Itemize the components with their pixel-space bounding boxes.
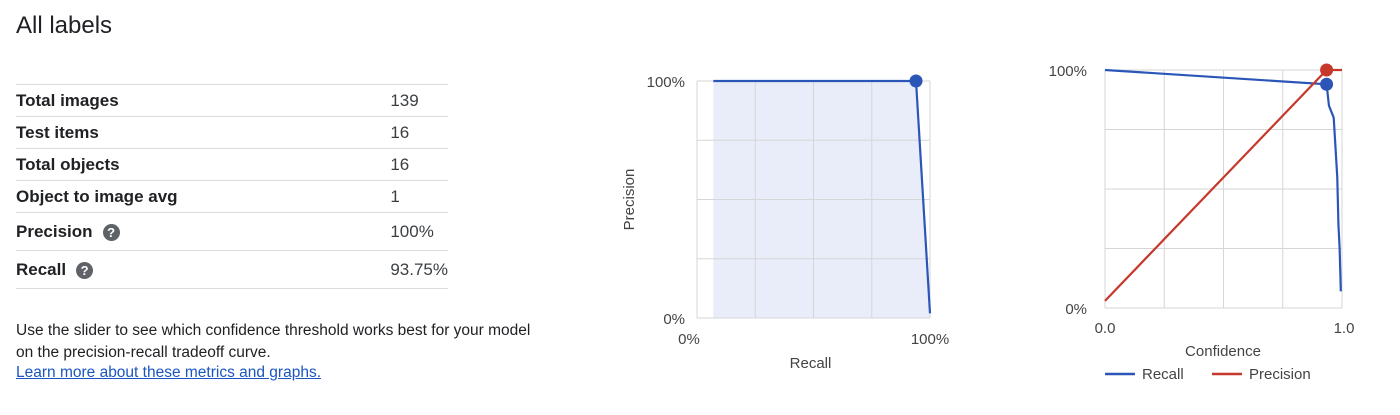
table-row: Test items 16 [16, 116, 448, 149]
table-row: Total images 139 [16, 84, 448, 117]
x-axis-label: Confidence [1185, 343, 1261, 360]
pr-threshold-marker [909, 74, 923, 88]
precision-threshold-marker [1320, 63, 1334, 77]
legend-label-precision: Precision [1249, 366, 1311, 383]
x-tick-label: 1.0 [1334, 320, 1355, 337]
stat-value: 1 [390, 180, 448, 213]
stat-value: 139 [390, 84, 448, 117]
table-row: Object to image avg 1 [16, 180, 448, 213]
stat-label: Test items [16, 116, 391, 149]
stat-value: 93.75% [390, 250, 448, 289]
stat-value: 16 [390, 116, 448, 149]
learn-more-link[interactable]: Learn more about these metrics and graph… [16, 364, 322, 381]
help-icon[interactable]: ? [76, 261, 94, 279]
y-tick-label: 0% [663, 311, 685, 328]
stat-label: Total objects [16, 148, 391, 181]
help-icon[interactable]: ? [102, 223, 120, 241]
table-row: Recall? 93.75% [16, 250, 448, 289]
description-text: Use the slider to see which confidence t… [16, 322, 531, 361]
recall-series-line [1104, 68, 1342, 292]
y-tick-label: 100% [647, 74, 685, 91]
stat-label: Precision? [16, 212, 391, 251]
stat-value: 16 [390, 148, 448, 181]
legend-label-recall: Recall [1142, 366, 1184, 383]
recall-threshold-marker [1320, 77, 1334, 91]
stat-value: 100% [390, 212, 448, 251]
x-tick-label: 0% [678, 331, 700, 348]
stats-table: Total images 139 Test items 16 Total obj… [16, 84, 448, 289]
table-row: Total objects 16 [16, 148, 448, 181]
x-axis-label: Recall [790, 355, 832, 372]
y-axis-label: Precision [621, 169, 638, 231]
table-row: Precision? 100% [16, 212, 448, 251]
y-tick-label: 100% [1049, 63, 1087, 80]
stat-label: Recall? [16, 250, 391, 289]
y-tick-label: 0% [1065, 301, 1087, 318]
x-tick-label: 100% [911, 331, 949, 348]
stat-label: Object to image avg [16, 180, 391, 213]
x-tick-label: 0.0 [1095, 320, 1116, 337]
page-title: All labels [16, 12, 113, 39]
stat-label: Total images [16, 84, 391, 117]
